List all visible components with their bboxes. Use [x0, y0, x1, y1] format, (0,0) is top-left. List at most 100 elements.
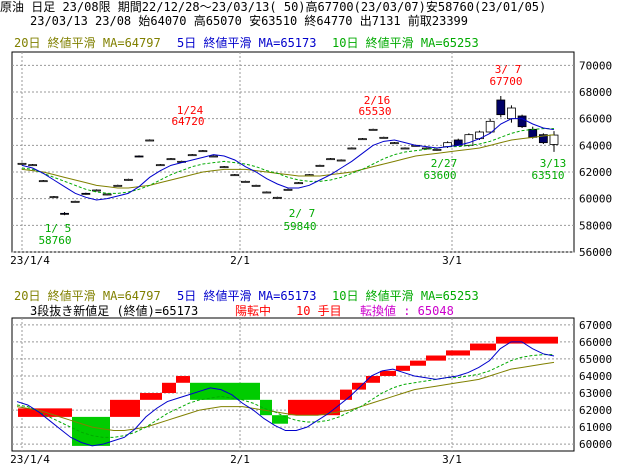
y-tick-label: 60000 — [579, 438, 612, 451]
y-tick-label: 62000 — [579, 166, 612, 179]
candle-body — [124, 178, 133, 181]
y-tick-label: 63000 — [579, 387, 612, 400]
candle-body — [230, 174, 240, 177]
up-box — [496, 336, 558, 344]
candle-body — [262, 191, 272, 194]
down-box — [272, 415, 288, 424]
candle-body — [379, 136, 389, 139]
candle-body — [145, 139, 155, 142]
up-box — [410, 360, 426, 366]
up-box — [340, 389, 352, 400]
candle-body — [358, 138, 367, 141]
up-box — [288, 399, 340, 416]
candle-body — [155, 164, 165, 167]
y-tick-label: 60000 — [579, 193, 612, 206]
tlb-title: 3段抜き新値足 (終値)=65173 — [30, 304, 199, 318]
candle-body — [28, 164, 38, 167]
price-annotation: 1/ 5 — [45, 222, 72, 235]
price-annotation: 58760 — [38, 234, 71, 247]
ma10-legend-top: 10日 終値平滑 MA=65253 — [332, 36, 479, 50]
candle-body — [198, 150, 208, 153]
candle-body — [38, 180, 48, 183]
price-annotation: 2/27 — [431, 157, 458, 170]
candle-body — [113, 184, 123, 187]
tlb-count: 10 手目 — [296, 304, 342, 318]
x-tick-label: 3/1 — [442, 453, 462, 466]
candle-body — [347, 147, 357, 150]
price-annotation: 2/ 7 — [289, 207, 316, 220]
price-annotation: 3/ 7 — [495, 63, 522, 76]
down-box — [72, 416, 110, 446]
ma10-line — [21, 128, 555, 194]
up-box — [380, 370, 396, 376]
candle-body — [49, 196, 59, 199]
candle-body — [70, 200, 80, 203]
y-tick-label: 56000 — [579, 246, 612, 259]
candle-body — [336, 159, 346, 162]
y-tick-label: 64000 — [579, 139, 612, 152]
ma10-line-lower — [16, 354, 555, 438]
ma20-line — [21, 134, 555, 189]
y-tick-label: 70000 — [579, 59, 612, 72]
ma10-legend-bottom: 10日 終値平滑 MA=65253 — [332, 289, 479, 303]
candle-body — [92, 189, 101, 192]
x-tick-label: 3/1 — [442, 254, 462, 267]
up-box — [110, 399, 140, 417]
y-tick-label: 64000 — [579, 370, 612, 383]
price-annotation: 65530 — [358, 105, 391, 118]
up-box — [366, 375, 380, 383]
ma20-legend-bottom: 20日 終値平滑 MA=64797 — [14, 289, 161, 303]
y-tick-label: 66000 — [579, 113, 612, 126]
candle-body — [209, 155, 218, 158]
up-box — [140, 393, 162, 400]
ma5-line-lower — [16, 341, 555, 447]
candle-body — [400, 147, 410, 150]
tlb-reversal: 転換値 : 65048 — [360, 304, 454, 318]
candle-body — [326, 158, 335, 161]
chart-header-line2: 23/03/13 23/08 始64070 高65070 安63510 終647… — [30, 14, 469, 28]
candle-body — [134, 155, 144, 158]
candle-body — [187, 154, 197, 157]
up-box — [176, 375, 190, 383]
candle-body — [60, 212, 69, 215]
y-tick-label: 58000 — [579, 219, 612, 232]
candle-body — [432, 148, 442, 151]
price-annotation: 64720 — [171, 115, 204, 128]
ma20-legend-top: 20日 終値平滑 MA=64797 — [14, 36, 161, 50]
x-tick-label: 23/1/4 — [10, 453, 50, 466]
candle-body — [538, 134, 548, 144]
price-annotation: 3/13 — [540, 157, 567, 170]
up-box — [352, 382, 366, 390]
candle-body — [283, 188, 293, 191]
candle-body — [485, 120, 495, 133]
y-tick-label: 65000 — [579, 353, 612, 366]
candle-body — [166, 158, 176, 161]
ma5-legend-top: 5日 終値平滑 MA=65173 — [177, 36, 317, 50]
ma5-legend-bottom: 5日 終値平滑 MA=65173 — [177, 289, 317, 303]
y-tick-label: 66000 — [579, 336, 612, 349]
candle-body — [315, 164, 325, 167]
y-tick-label: 67000 — [579, 319, 612, 332]
plot-frame — [11, 317, 575, 452]
price-annotation: 2/16 — [364, 94, 391, 107]
up-box — [470, 343, 496, 351]
candle-body — [219, 166, 229, 169]
chart-header-line1: 原油 日足 23/08限 期間22/12/28～23/03/13( 50)高67… — [0, 0, 547, 14]
candle-body — [272, 196, 282, 199]
candle-body — [241, 180, 250, 183]
candle-body — [102, 193, 112, 196]
candle-body — [549, 134, 559, 145]
y-tick-label: 68000 — [579, 86, 612, 99]
x-tick-label: 2/1 — [230, 453, 250, 466]
price-annotation: 63600 — [423, 169, 456, 182]
price-annotation: 59840 — [283, 220, 316, 233]
up-box — [446, 350, 470, 356]
ma20-line-lower — [16, 361, 555, 432]
candle-body — [528, 128, 538, 138]
candle-body — [389, 142, 399, 145]
price-annotation: 63510 — [531, 169, 564, 182]
candle-body — [496, 99, 506, 116]
y-tick-label: 62000 — [579, 404, 612, 417]
y-tick-label: 61000 — [579, 421, 612, 434]
tlb-state: 陽転中 — [235, 304, 272, 318]
